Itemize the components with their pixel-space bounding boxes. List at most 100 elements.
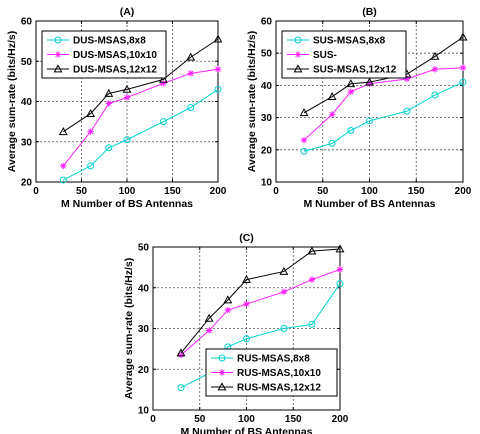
x-tick-label: 150 (164, 186, 181, 197)
chart-title: (A) (120, 6, 135, 18)
y-tick-label: 40 (138, 283, 150, 294)
data-point (459, 78, 467, 86)
x-axis-label: M Number of BS Antennas (61, 198, 193, 210)
legend-marker (54, 36, 62, 44)
data-point (243, 300, 250, 308)
series-line (63, 38, 219, 133)
series-line (303, 36, 464, 114)
data-point (280, 325, 288, 332)
series-line (303, 81, 464, 152)
data-point (279, 266, 289, 275)
y-tick-label: 50 (21, 57, 33, 68)
data-point (307, 246, 317, 255)
data-point (224, 306, 231, 314)
data-point (346, 79, 356, 88)
legend-marker (53, 64, 63, 73)
series-line (180, 248, 341, 354)
data-point (86, 108, 96, 117)
data-point (300, 147, 308, 155)
x-tick-label: 50 (76, 186, 88, 197)
data-point (60, 162, 67, 170)
x-tick-label: 200 (455, 186, 472, 197)
x-axis-label: M Number of BS Antennas (180, 426, 312, 434)
data-point (431, 66, 439, 73)
data-point (213, 34, 223, 43)
data-point (243, 335, 250, 343)
data-point (123, 136, 131, 144)
data-point (365, 77, 374, 86)
y-tick-label: 20 (138, 365, 150, 376)
legend-label: SUS- (313, 50, 337, 61)
y-tick-label: 10 (138, 406, 150, 417)
x-tick-label: 0 (33, 186, 39, 197)
y-tick-label: 30 (261, 113, 273, 124)
data-point (366, 80, 373, 87)
data-point (158, 74, 168, 83)
data-point (58, 127, 68, 136)
x-tick-label: 50 (317, 186, 329, 197)
legend-marker (294, 36, 302, 44)
data-point (299, 108, 309, 117)
data-point (186, 52, 196, 61)
x-tick-label: 100 (119, 186, 136, 197)
y-axis-label: Average sum-rate (bits/Hz/s) (246, 31, 258, 172)
y-tick-label: 40 (21, 97, 33, 108)
series-1 (59, 85, 222, 184)
data-point (59, 176, 67, 184)
plot-frame (275, 20, 464, 183)
x-tick-label: 150 (408, 186, 425, 197)
y-tick-label: 60 (261, 17, 273, 28)
series-3 (176, 244, 345, 357)
x-axis-label: M Number of BS Antennas (303, 198, 435, 210)
legend-marker (294, 51, 302, 58)
data-point (280, 288, 288, 296)
legend-marker (217, 382, 227, 391)
chart-panel-1: 0 50 100 150 200 20 30 40 50 60 (A) M Number of BS … (6, 6, 227, 210)
x-tick-label: 100 (361, 186, 378, 197)
x-tick-label: 50 (194, 414, 206, 425)
legend-label: SUS-MSAS,8x8 (313, 36, 386, 47)
data-point (160, 80, 167, 87)
x-tick-label: 100 (238, 414, 255, 425)
legend-marker (218, 369, 226, 376)
series-2 (60, 66, 222, 170)
data-point (431, 91, 439, 99)
data-point (458, 32, 468, 41)
y-tick-label: 20 (21, 178, 33, 189)
data-point (87, 162, 95, 170)
legend-marker (218, 354, 226, 362)
data-point (177, 351, 185, 359)
data-point (403, 75, 411, 83)
legend: DUS-MSAS,8x8 DUS-MSAS,10x10 DUS-MSAS,12x12 (41, 30, 167, 79)
data-point (204, 313, 214, 322)
data-point (105, 144, 113, 152)
data-point (308, 320, 316, 328)
data-point (336, 266, 344, 273)
y-tick-label: 40 (261, 81, 273, 92)
x-tick-label: 150 (285, 414, 302, 425)
y-tick-label: 20 (261, 145, 273, 156)
data-point (300, 136, 308, 144)
data-point (187, 104, 195, 112)
data-point (430, 51, 440, 60)
y-axis-label: Average sum-rate (bits/Hz/s) (6, 31, 18, 172)
data-point (187, 70, 194, 77)
data-point (123, 94, 131, 101)
data-point (335, 244, 345, 253)
data-point (459, 64, 467, 71)
data-point (87, 128, 94, 135)
plot-frame (152, 246, 341, 411)
data-point (347, 126, 355, 134)
series-2 (177, 266, 344, 359)
legend-label: DUS-MSAS,8x8 (73, 36, 146, 47)
chart-title: (B) (362, 6, 377, 18)
data-point (242, 274, 251, 283)
legend: SUS-MSAS,8x8 SUS- SUS-MSAS,12x12 (281, 30, 407, 79)
x-tick-label: 0 (150, 414, 156, 425)
legend-label: RUS-MSAS,12x12 (237, 383, 321, 394)
data-point (308, 276, 316, 283)
legend: RUS-MSAS,8x8 RUS-MSAS,10x10 RUS-MSAS,12x12 (205, 348, 338, 397)
y-tick-label: 30 (138, 324, 150, 335)
plot-frame (35, 20, 219, 183)
